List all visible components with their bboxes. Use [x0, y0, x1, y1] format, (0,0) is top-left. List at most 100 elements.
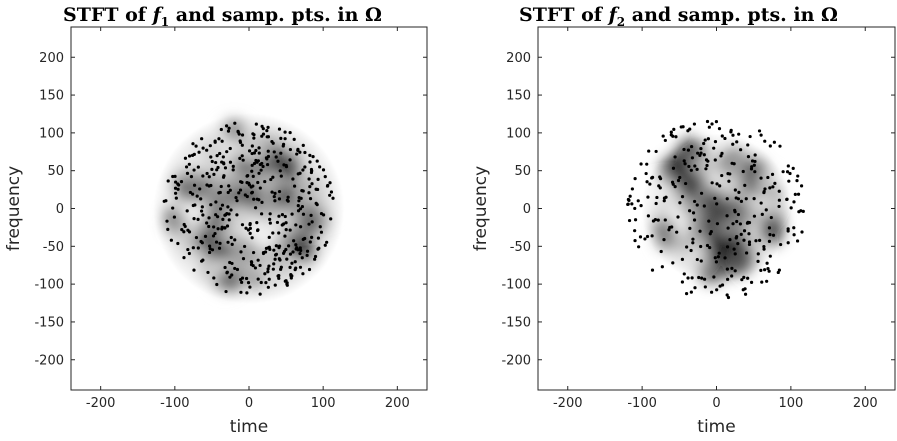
energy-hole [223, 204, 260, 241]
sample-point [224, 289, 228, 294]
sample-point [205, 148, 209, 152]
sample-point [743, 287, 747, 291]
sample-point [777, 204, 781, 209]
sample-point [301, 272, 305, 276]
sample-point [240, 280, 244, 284]
sample-point [182, 256, 186, 260]
sample-point [684, 181, 688, 186]
sample-point [684, 291, 689, 296]
sample-point [276, 159, 280, 163]
sample-point [331, 196, 335, 200]
sample-point [758, 238, 762, 242]
energy-hole [167, 213, 191, 237]
sample-point [318, 225, 322, 229]
sample-point [695, 257, 699, 262]
sample-point [767, 269, 771, 273]
sample-point [691, 211, 696, 215]
sample-point [284, 221, 288, 225]
sample-point [735, 140, 739, 144]
sample-point [250, 236, 254, 240]
sample-point [757, 129, 762, 133]
sample-point [725, 293, 729, 297]
sample-point [753, 159, 757, 164]
sample-point [218, 241, 222, 245]
sample-point [328, 181, 332, 185]
sample-point [173, 174, 177, 178]
sample-point [726, 277, 730, 281]
sample-point [299, 196, 303, 200]
y-tick-label: 200 [506, 51, 531, 66]
sample-point [627, 218, 632, 223]
sample-point [266, 267, 270, 271]
sample-point [630, 202, 634, 206]
sample-point [206, 270, 210, 275]
energy-blob [221, 118, 246, 143]
sample-point [682, 147, 686, 152]
energy-blob [249, 270, 264, 285]
sample-point [747, 232, 751, 236]
sample-point [272, 262, 276, 266]
sample-point [216, 227, 220, 231]
sample-point [252, 250, 256, 255]
sample-point [638, 235, 643, 239]
sample-point [296, 209, 301, 213]
sample-point [171, 174, 175, 179]
sample-point [307, 267, 312, 272]
sample-point [251, 174, 255, 178]
sample-point [252, 197, 256, 201]
sample-point [673, 185, 677, 189]
sample-point [266, 125, 270, 130]
sample-point [227, 218, 231, 222]
sample-point [172, 215, 177, 219]
x-tick-label: 0 [245, 396, 253, 411]
sample-point [281, 144, 285, 148]
sample-point [256, 180, 260, 185]
sample-point [237, 191, 241, 195]
sample-point [296, 172, 300, 176]
sample-point [256, 258, 260, 262]
sample-point [288, 265, 292, 269]
sample-point [329, 217, 333, 221]
sample-point [207, 216, 211, 220]
sample-point [661, 134, 665, 138]
sample-point [746, 276, 750, 280]
sample-point [221, 217, 225, 221]
sample-point [257, 171, 261, 175]
sample-point [267, 277, 271, 281]
sample-point [733, 210, 737, 214]
sample-point [714, 260, 719, 264]
sample-point [284, 247, 288, 252]
sample-point [308, 185, 312, 189]
sample-point [689, 144, 694, 149]
sample-point [676, 215, 680, 219]
sample-point [255, 228, 260, 233]
sample-point [792, 226, 796, 230]
sample-point [192, 268, 196, 272]
sample-point [214, 160, 218, 165]
sample-point [249, 185, 253, 189]
sample-point [288, 252, 293, 256]
sample-point [731, 142, 735, 146]
sample-point [734, 236, 738, 240]
sample-point [650, 175, 655, 179]
sample-point [263, 272, 267, 276]
sample-point [250, 191, 254, 195]
sample-point [689, 168, 693, 172]
sample-point [271, 231, 275, 235]
sample-point [180, 228, 184, 232]
sample-point [792, 233, 796, 237]
sample-point [247, 149, 252, 153]
sample-point [737, 132, 741, 136]
sample-point [680, 257, 685, 261]
sample-point [233, 266, 237, 271]
sample-point [696, 151, 700, 155]
sample-point [705, 119, 710, 124]
sample-point [266, 135, 270, 139]
sample-point [654, 149, 658, 154]
y-tick-label: 50 [514, 164, 531, 179]
sample-point [767, 226, 772, 230]
sample-point [769, 215, 773, 220]
sample-point [273, 283, 277, 287]
sample-point [728, 172, 732, 176]
sample-point [639, 162, 643, 166]
